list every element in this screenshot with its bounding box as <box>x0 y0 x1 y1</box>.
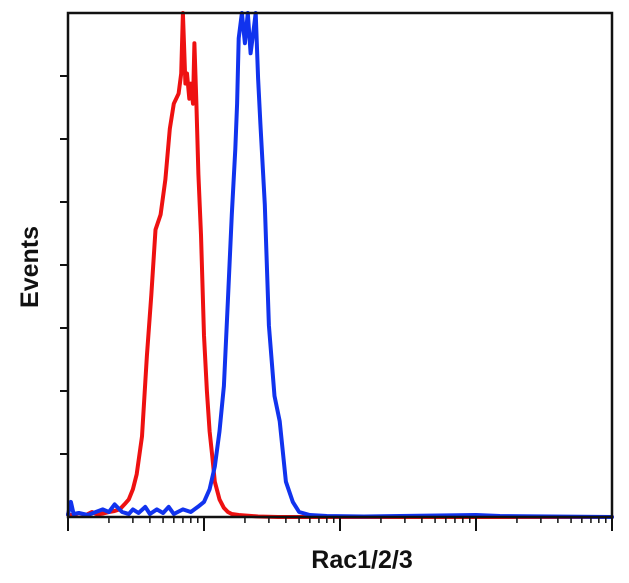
x-axis-label: Rac1/2/3 <box>311 546 412 574</box>
x-axis-ticks <box>67 517 613 531</box>
histogram-series-2 <box>66 11 614 519</box>
series-layer <box>66 11 614 519</box>
y-axis-ticks <box>60 75 68 455</box>
histogram-series-1 <box>66 11 614 519</box>
plot-frame <box>66 11 614 519</box>
y-axis-label: Events <box>16 226 44 308</box>
